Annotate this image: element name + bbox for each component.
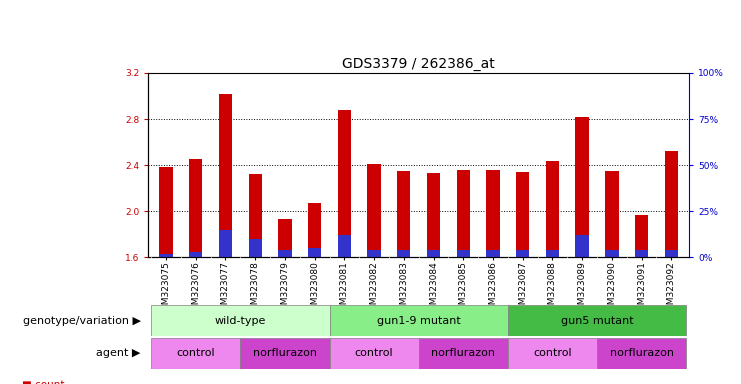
Bar — [248, 239, 262, 257]
Bar — [308, 203, 322, 257]
Bar — [368, 164, 381, 257]
Bar — [605, 250, 619, 257]
Bar — [189, 252, 202, 257]
Bar — [597, 338, 686, 369]
Bar — [508, 338, 597, 369]
Bar — [635, 215, 648, 257]
Bar — [397, 250, 411, 257]
Bar — [278, 250, 292, 257]
Bar — [516, 250, 529, 257]
Text: norflurazon: norflurazon — [431, 348, 495, 358]
Bar — [665, 250, 678, 257]
Bar — [368, 250, 381, 257]
Bar — [456, 170, 470, 257]
Bar — [159, 253, 173, 257]
Bar — [427, 173, 440, 257]
Text: gun1-9 mutant: gun1-9 mutant — [376, 316, 461, 326]
Bar — [189, 159, 202, 257]
Bar — [486, 170, 499, 257]
Bar — [605, 171, 619, 257]
Bar — [219, 230, 232, 257]
Bar — [151, 305, 330, 336]
Bar — [576, 117, 589, 257]
Bar — [545, 250, 559, 257]
Bar — [508, 305, 686, 336]
Text: wild-type: wild-type — [215, 316, 266, 326]
Text: agent ▶: agent ▶ — [96, 348, 141, 358]
Text: control: control — [176, 348, 215, 358]
Text: ■ count: ■ count — [22, 380, 64, 384]
Text: control: control — [355, 348, 393, 358]
Bar — [635, 250, 648, 257]
Bar — [486, 250, 499, 257]
Bar — [338, 110, 351, 257]
Text: control: control — [533, 348, 572, 358]
Bar — [330, 338, 419, 369]
Text: norflurazon: norflurazon — [253, 348, 317, 358]
Bar — [240, 338, 330, 369]
Bar — [576, 235, 589, 257]
Bar — [419, 338, 508, 369]
Bar — [248, 174, 262, 257]
Text: norflurazon: norflurazon — [610, 348, 674, 358]
Bar — [545, 161, 559, 257]
Text: gun5 mutant: gun5 mutant — [561, 316, 634, 326]
Bar — [397, 171, 411, 257]
Bar — [665, 151, 678, 257]
Title: GDS3379 / 262386_at: GDS3379 / 262386_at — [342, 56, 495, 71]
Bar — [151, 338, 240, 369]
Bar — [516, 172, 529, 257]
Bar — [427, 250, 440, 257]
Bar — [159, 167, 173, 257]
Bar — [219, 94, 232, 257]
Bar — [308, 248, 322, 257]
Bar — [456, 250, 470, 257]
Bar — [330, 305, 508, 336]
Bar — [278, 219, 292, 257]
Text: genotype/variation ▶: genotype/variation ▶ — [23, 316, 141, 326]
Bar — [338, 235, 351, 257]
